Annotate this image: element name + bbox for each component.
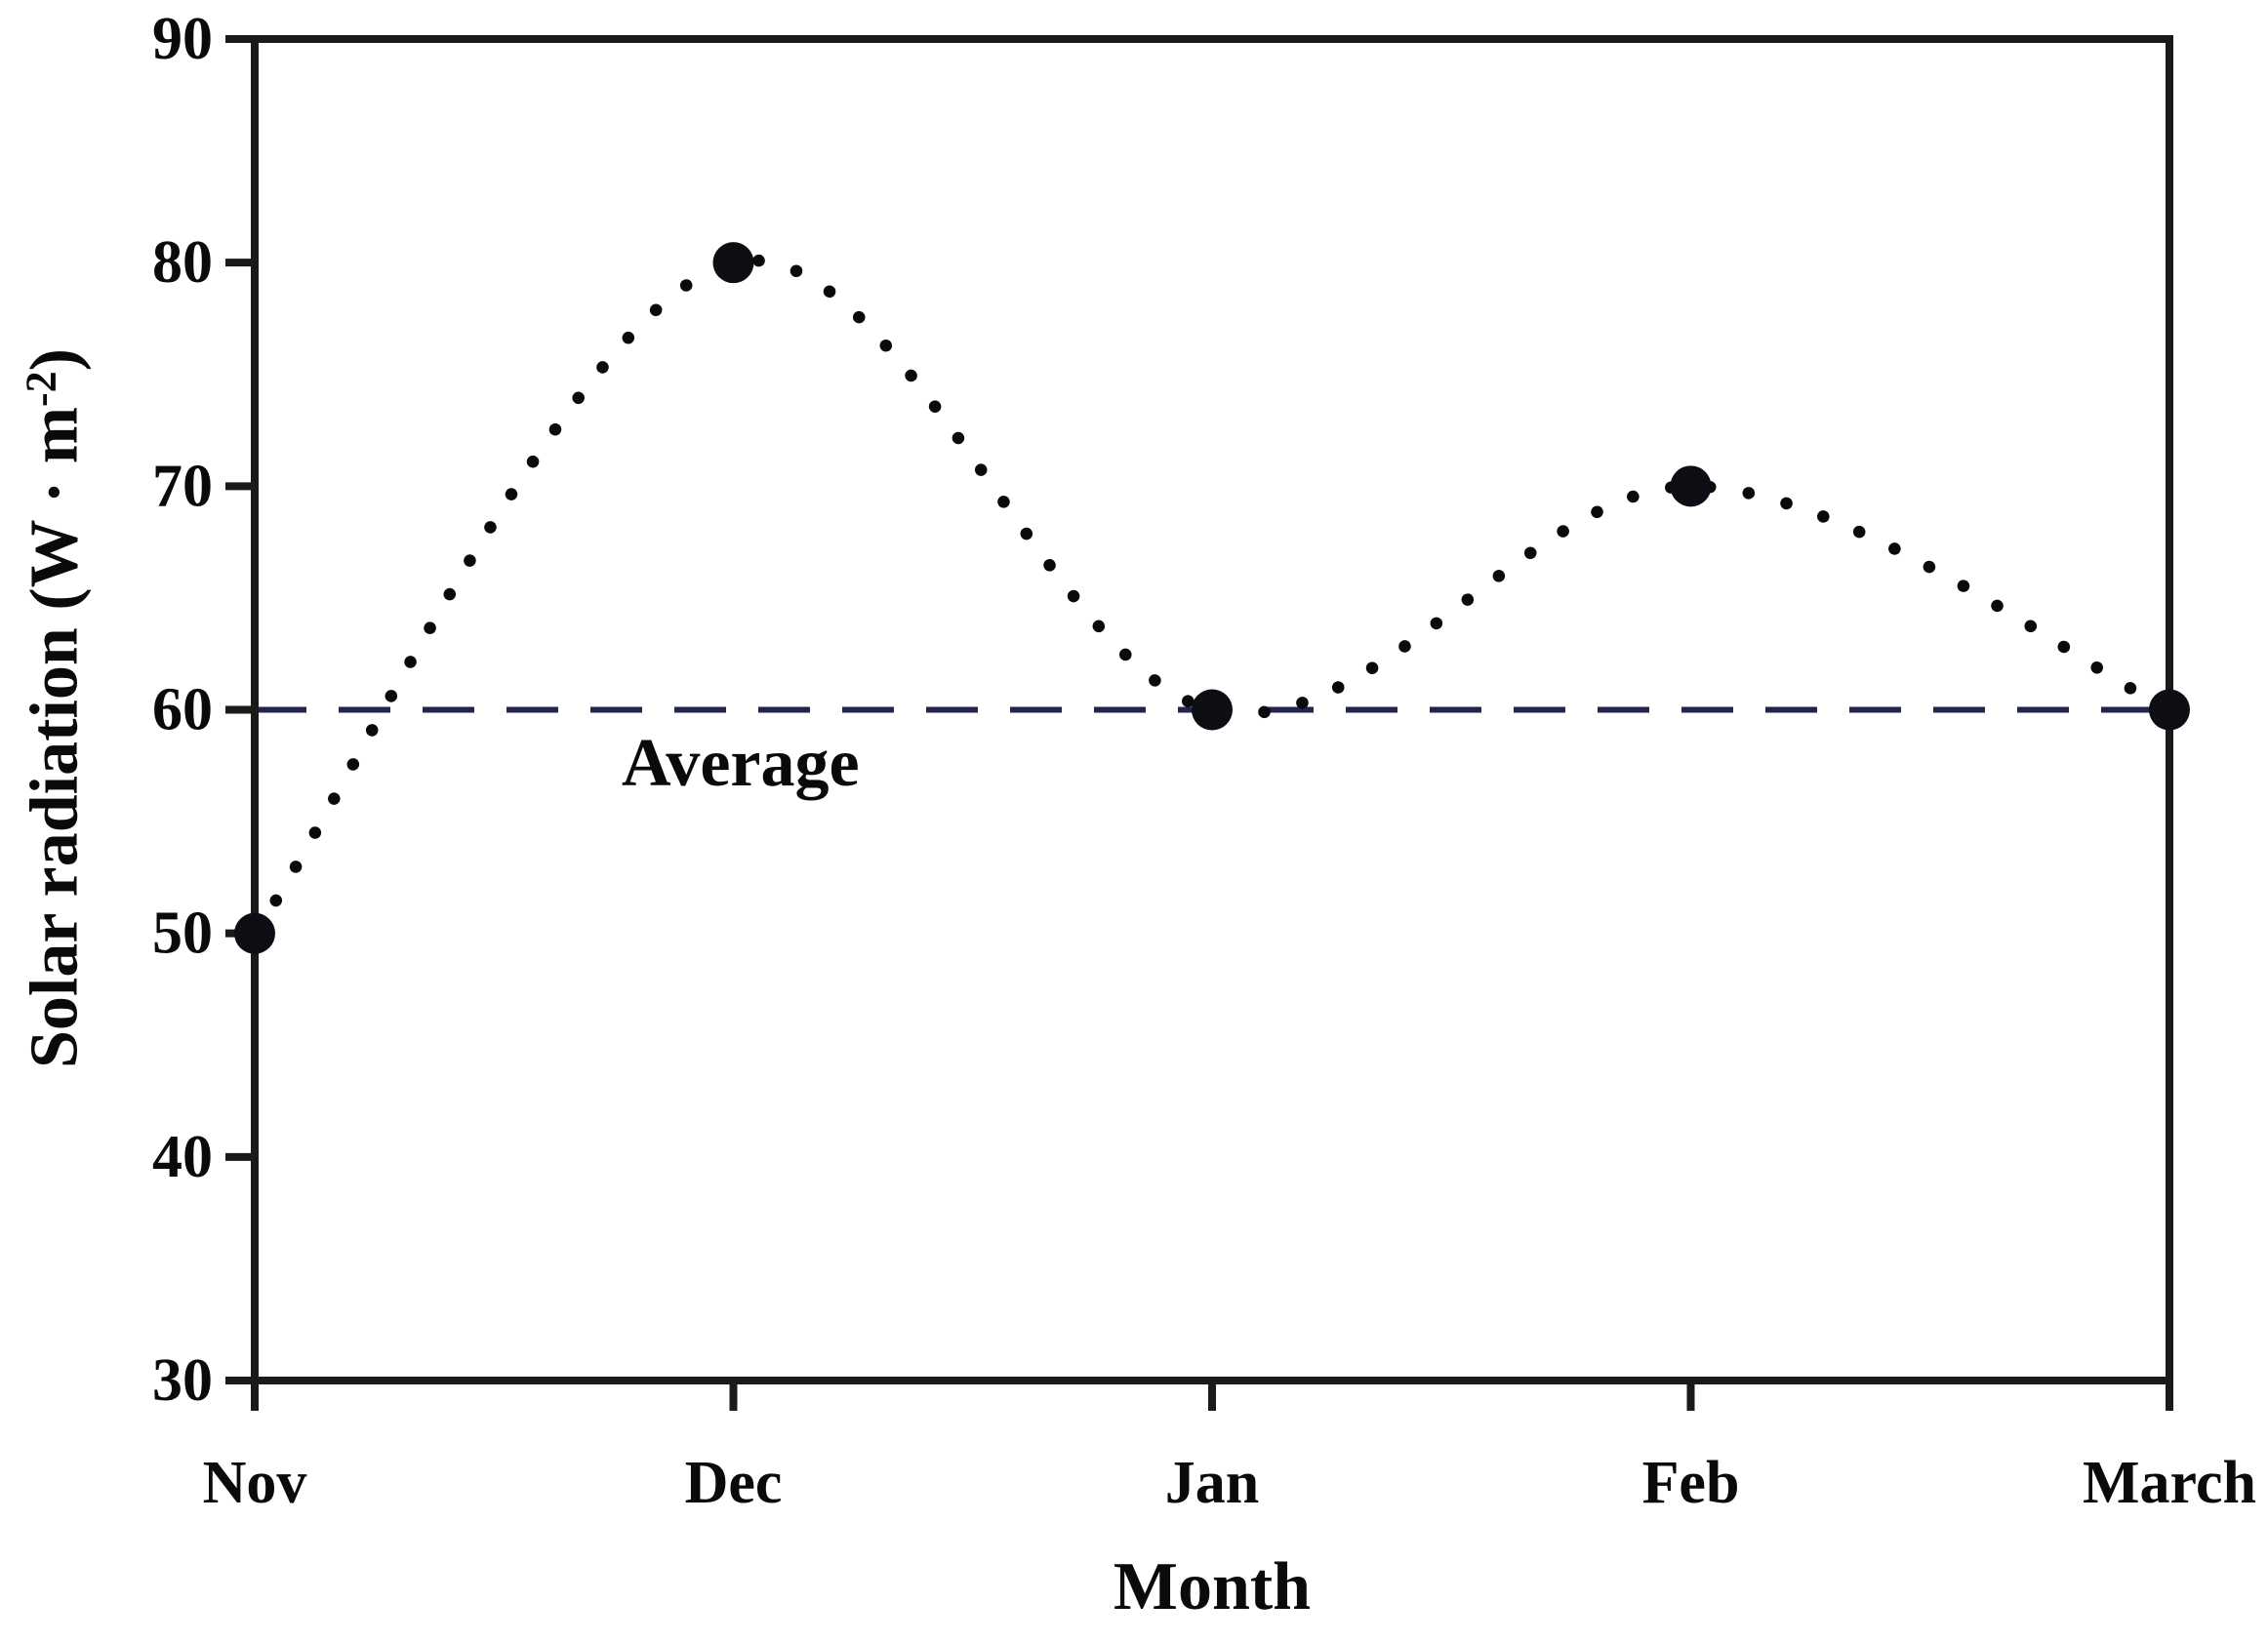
x-tick-label: Feb (1642, 1450, 1740, 1516)
y-tick-label: 70 (152, 453, 213, 519)
y-axis-title-superscript: -2 (17, 371, 65, 407)
trend-curve (248, 254, 2176, 940)
y-tick-label: 80 (152, 229, 213, 296)
x-tick-label: Dec (685, 1450, 783, 1516)
y-axis-title-text: Solar radiation (W · m (17, 406, 93, 1068)
data-point-marker (2149, 689, 2190, 731)
x-axis-title: Month (1113, 1549, 1312, 1624)
y-tick-label: 40 (152, 1124, 213, 1190)
y-tick-label: 30 (152, 1347, 213, 1414)
average-line-label: Average (622, 726, 860, 801)
data-point-marker (1670, 465, 1712, 507)
x-tick-label: Jan (1165, 1450, 1259, 1516)
y-tick-label: 90 (152, 6, 213, 72)
x-tick-label: March (2083, 1450, 2256, 1516)
data-point-marker (1192, 689, 1233, 731)
y-axis-title: Solar radiation (W · m-2) (17, 348, 93, 1068)
data-point-marker (712, 242, 754, 284)
data-point-marker (234, 912, 275, 954)
y-tick-label: 50 (152, 901, 213, 967)
y-tick-label: 60 (152, 677, 213, 743)
x-tick-label: Nov (203, 1450, 307, 1516)
y-axis-title-suffix: ) (17, 348, 93, 372)
